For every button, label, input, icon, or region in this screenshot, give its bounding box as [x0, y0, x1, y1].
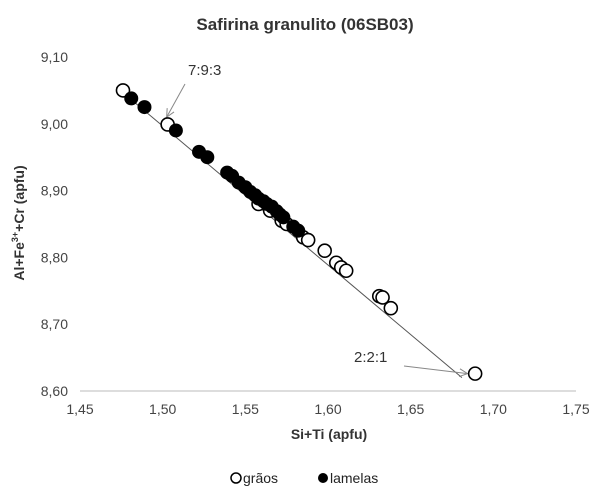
legend-label-lamelas: lamelas — [330, 470, 378, 486]
y-tick-label: 8,80 — [41, 249, 68, 265]
y-tick-label: 9,10 — [41, 49, 68, 65]
x-tick-label: 1,60 — [314, 401, 341, 417]
annotations: 7:9:3 2:2:1 — [166, 62, 469, 378]
legend-label-graos: grãos — [243, 470, 278, 486]
data-point-graos — [338, 263, 354, 279]
chart-title: Safirina granulito (06SB03) — [196, 15, 413, 34]
x-tick-label: 1,45 — [66, 401, 93, 417]
y-axis-label-superscript: 3+ — [10, 232, 20, 242]
x-tick-label: 1,75 — [562, 401, 589, 417]
y-tick-label: 8,90 — [41, 183, 68, 199]
y-tick-label: 8,60 — [41, 383, 68, 399]
data-point-lamelas — [200, 150, 215, 165]
data-point-lamelas — [124, 91, 139, 106]
annotation-arrowhead — [458, 368, 469, 378]
data-point-graos — [467, 366, 483, 381]
data-point-graos — [383, 300, 399, 316]
x-tick-labels: 1,45 1,50 1,55 1,60 1,65 1,70 1,75 — [66, 401, 589, 417]
legend: grãos lamelas — [230, 470, 378, 486]
plot-area: 8,60 8,70 8,80 8,90 9,00 9,10 1,45 1,50 1,55 1,6… — [41, 49, 590, 417]
data-point-lamelas — [291, 223, 306, 238]
svg-text:Al+Fe3++Cr (apfu): Al+Fe3++Cr (apfu) — [10, 165, 27, 280]
legend-marker-graos — [230, 472, 242, 484]
legend-marker-lamelas — [318, 473, 328, 483]
x-axis-label: Si+Ti (apfu) — [291, 426, 367, 442]
annotation-arrow — [403, 365, 468, 375]
y-axis-label: Al+Fe3++Cr (apfu) — [10, 165, 27, 280]
x-tick-label: 1,65 — [397, 401, 424, 417]
x-tick-label: 1,70 — [480, 401, 507, 417]
y-tick-label: 8,70 — [41, 316, 68, 332]
data-points — [115, 83, 483, 381]
data-point-graos — [300, 232, 316, 248]
y-tick-label: 9,00 — [41, 116, 68, 132]
data-point-lamelas — [276, 210, 291, 225]
annotation-label: 7:9:3 — [188, 62, 221, 79]
x-tick-label: 1,55 — [232, 401, 259, 417]
annotation-arrowhead — [166, 108, 175, 119]
y-axis-label-part-1: Al+Fe — [11, 242, 27, 281]
annotation-arrow — [166, 83, 186, 118]
y-tick-labels: 8,60 8,70 8,80 8,90 9,00 9,10 — [41, 49, 68, 399]
data-point-graos — [317, 243, 332, 259]
data-point-lamelas — [168, 123, 183, 138]
annotation-label: 2:2:1 — [354, 349, 387, 366]
data-point-graos — [375, 290, 390, 305]
y-axis-label-part-2: +Cr (apfu) — [11, 165, 27, 232]
data-point-lamelas — [137, 100, 152, 115]
x-tick-label: 1,50 — [149, 401, 176, 417]
